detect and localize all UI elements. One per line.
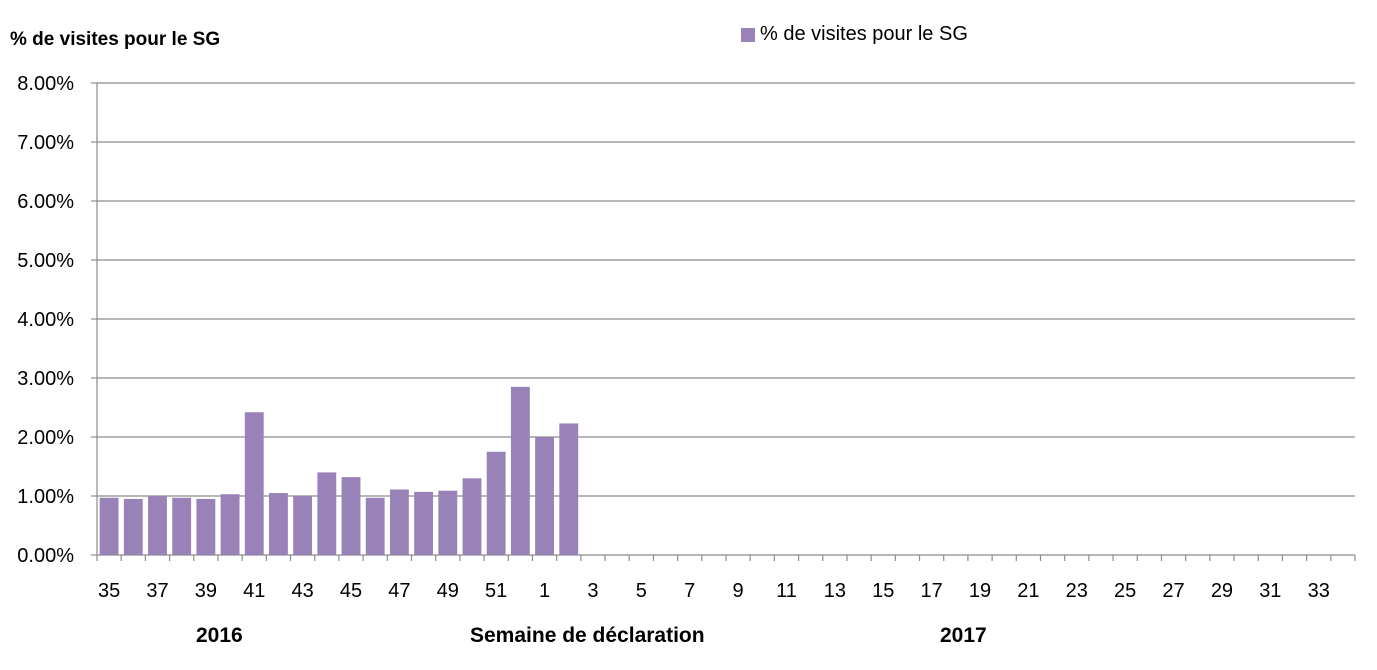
bar xyxy=(172,497,192,555)
bar xyxy=(293,496,313,555)
x-tick-label: 31 xyxy=(1259,580,1281,602)
x-tick-label: 3 xyxy=(587,580,598,602)
x-tick-label: 17 xyxy=(921,580,943,602)
y-axis-title: % de visites pour le SG xyxy=(10,29,221,50)
y-tick-label: 3.00% xyxy=(17,368,74,390)
bar xyxy=(389,489,409,555)
x-tick-label: 9 xyxy=(733,580,744,602)
bar xyxy=(486,451,506,555)
bar xyxy=(123,498,143,555)
y-tick-label: 8.00% xyxy=(17,73,74,95)
bar xyxy=(244,412,264,555)
y-tick-label: 5.00% xyxy=(17,250,74,272)
x-axis-title: Semaine de déclaration xyxy=(470,624,705,647)
x-tick-label: 13 xyxy=(824,580,846,602)
bar xyxy=(317,472,337,555)
y-tick-label: 7.00% xyxy=(17,132,74,154)
bar xyxy=(196,498,216,555)
x-tick-label: 7 xyxy=(684,580,695,602)
x-tick-label: 21 xyxy=(1017,580,1039,602)
bar xyxy=(148,496,167,555)
bar xyxy=(535,437,554,555)
bar xyxy=(559,423,579,555)
year-label-2016: 2016 xyxy=(196,624,243,647)
y-tick-label: 4.00% xyxy=(17,309,74,331)
y-tick-label: 2.00% xyxy=(17,427,74,449)
y-tick-label: 1.00% xyxy=(17,486,74,508)
bar xyxy=(269,493,288,555)
x-tick-label: 23 xyxy=(1066,580,1088,602)
bar xyxy=(510,386,530,555)
x-tick-label: 45 xyxy=(340,580,362,602)
x-tick-label: 39 xyxy=(195,580,217,602)
legend-label: % de visites pour le SG xyxy=(760,23,968,45)
x-tick-label: 5 xyxy=(636,580,647,602)
x-tick-label: 49 xyxy=(437,580,459,602)
bar xyxy=(414,491,434,555)
y-tick-label: 0.00% xyxy=(17,545,74,567)
x-tick-label: 43 xyxy=(292,580,314,602)
x-tick-label: 47 xyxy=(388,580,410,602)
bar xyxy=(438,490,458,555)
x-tick-label: 29 xyxy=(1211,580,1233,602)
x-tick-label: 35 xyxy=(98,580,120,602)
bar xyxy=(220,494,240,555)
x-tick-label: 1 xyxy=(539,580,550,602)
bar xyxy=(99,497,119,555)
x-tick-label: 15 xyxy=(872,580,894,602)
x-tick-label: 11 xyxy=(776,580,797,602)
y-tick-label: 6.00% xyxy=(17,191,74,213)
x-tick-label: 19 xyxy=(969,580,991,602)
x-tick-label: 51 xyxy=(485,580,507,602)
x-tick-label: 25 xyxy=(1114,580,1136,602)
bar xyxy=(341,477,361,555)
x-tick-label: 27 xyxy=(1162,580,1184,602)
x-tick-label: 41 xyxy=(243,580,265,602)
x-tick-label: 37 xyxy=(146,580,168,602)
x-tick-label: 33 xyxy=(1308,580,1330,602)
legend-swatch xyxy=(741,27,755,42)
bar xyxy=(462,478,482,555)
bar xyxy=(365,497,385,555)
year-label-2017: 2017 xyxy=(940,624,987,647)
chart-legend: % de visites pour le SG xyxy=(741,23,968,46)
